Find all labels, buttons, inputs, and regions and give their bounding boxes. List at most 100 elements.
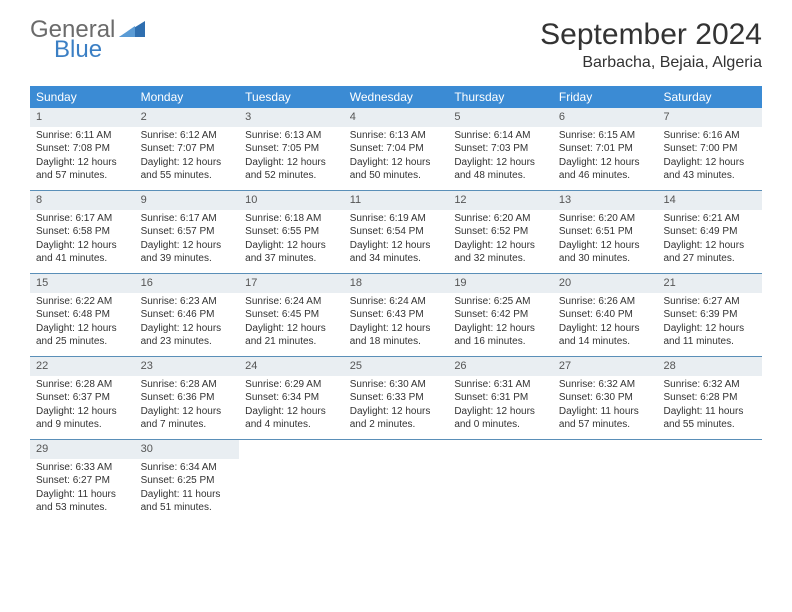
sunset-line: Sunset: 6:37 PM (36, 391, 129, 405)
sunset-line: Sunset: 7:05 PM (245, 142, 338, 156)
daylight-line: Daylight: 12 hours and 14 minutes. (559, 322, 652, 349)
day-cell: 19Sunrise: 6:25 AMSunset: 6:42 PMDayligh… (448, 274, 553, 356)
daylight-line: Daylight: 12 hours and 18 minutes. (350, 322, 443, 349)
sunset-line: Sunset: 6:25 PM (141, 474, 234, 488)
sunrise-line: Sunrise: 6:32 AM (559, 378, 652, 392)
day-number: 17 (239, 274, 344, 293)
sunset-line: Sunset: 7:07 PM (141, 142, 234, 156)
daylight-line: Daylight: 12 hours and 48 minutes. (454, 156, 547, 183)
day-number: 21 (657, 274, 762, 293)
daylight-line: Daylight: 12 hours and 11 minutes. (663, 322, 756, 349)
sunrise-line: Sunrise: 6:34 AM (141, 461, 234, 475)
day-cell: 21Sunrise: 6:27 AMSunset: 6:39 PMDayligh… (657, 274, 762, 356)
day-cell: 1Sunrise: 6:11 AMSunset: 7:08 PMDaylight… (30, 108, 135, 190)
day-number: 18 (344, 274, 449, 293)
sunrise-line: Sunrise: 6:17 AM (141, 212, 234, 226)
sunset-line: Sunset: 7:04 PM (350, 142, 443, 156)
sunset-line: Sunset: 6:48 PM (36, 308, 129, 322)
sunrise-line: Sunrise: 6:13 AM (350, 129, 443, 143)
day-cell: 16Sunrise: 6:23 AMSunset: 6:46 PMDayligh… (135, 274, 240, 356)
sunrise-line: Sunrise: 6:24 AM (245, 295, 338, 309)
day-number: 22 (30, 357, 135, 376)
daylight-line: Daylight: 12 hours and 41 minutes. (36, 239, 129, 266)
sunset-line: Sunset: 7:01 PM (559, 142, 652, 156)
calendar: Sunday Monday Tuesday Wednesday Thursday… (30, 86, 762, 522)
day-cell: 13Sunrise: 6:20 AMSunset: 6:51 PMDayligh… (553, 191, 658, 273)
daylight-line: Daylight: 12 hours and 7 minutes. (141, 405, 234, 432)
sunrise-line: Sunrise: 6:15 AM (559, 129, 652, 143)
daylight-line: Daylight: 12 hours and 4 minutes. (245, 405, 338, 432)
daylight-line: Daylight: 12 hours and 43 minutes. (663, 156, 756, 183)
daylight-line: Daylight: 12 hours and 16 minutes. (454, 322, 547, 349)
logo-word-blue: Blue (54, 38, 145, 62)
sunrise-line: Sunrise: 6:29 AM (245, 378, 338, 392)
sunset-line: Sunset: 6:51 PM (559, 225, 652, 239)
sunrise-line: Sunrise: 6:23 AM (141, 295, 234, 309)
dayheader-fri: Friday (553, 86, 658, 108)
daylight-line: Daylight: 12 hours and 23 minutes. (141, 322, 234, 349)
sunrise-line: Sunrise: 6:20 AM (559, 212, 652, 226)
day-number: 30 (135, 440, 240, 459)
sunset-line: Sunset: 6:45 PM (245, 308, 338, 322)
daylight-line: Daylight: 12 hours and 46 minutes. (559, 156, 652, 183)
sunset-line: Sunset: 6:34 PM (245, 391, 338, 405)
day-cell (344, 440, 449, 522)
sunrise-line: Sunrise: 6:17 AM (36, 212, 129, 226)
day-number: 28 (657, 357, 762, 376)
day-number: 29 (30, 440, 135, 459)
day-number: 9 (135, 191, 240, 210)
day-cell: 14Sunrise: 6:21 AMSunset: 6:49 PMDayligh… (657, 191, 762, 273)
daylight-line: Daylight: 12 hours and 37 minutes. (245, 239, 338, 266)
sunset-line: Sunset: 6:31 PM (454, 391, 547, 405)
day-cell: 24 Sunrise: 6:29 AMSunset: 6:34 PMDayligh… (239, 357, 344, 439)
location: Barbacha, Bejaia, Algeria (540, 54, 762, 72)
daylight-line: Daylight: 12 hours and 25 minutes. (36, 322, 129, 349)
daylight-line: Daylight: 11 hours and 51 minutes. (141, 488, 234, 515)
day-cell: 3Sunrise: 6:13 AMSunset: 7:05 PMDaylight… (239, 108, 344, 190)
sunset-line: Sunset: 6:33 PM (350, 391, 443, 405)
sunset-line: Sunset: 7:03 PM (454, 142, 547, 156)
day-cell: 25Sunrise: 6:30 AMSunset: 6:33 PMDayligh… (344, 357, 449, 439)
daylight-line: Daylight: 12 hours and 55 minutes. (141, 156, 234, 183)
day-number: 27 (553, 357, 658, 376)
sunrise-line: Sunrise: 6:13 AM (245, 129, 338, 143)
sunrise-line: Sunrise: 6:27 AM (663, 295, 756, 309)
sunrise-line: Sunrise: 6:12 AM (141, 129, 234, 143)
sunset-line: Sunset: 6:36 PM (141, 391, 234, 405)
day-number: 23 (135, 357, 240, 376)
dayheader-wed: Wednesday (344, 86, 449, 108)
day-number: 6 (553, 108, 658, 127)
logo: General Blue (30, 18, 145, 62)
day-cell: 11Sunrise: 6:19 AMSunset: 6:54 PMDayligh… (344, 191, 449, 273)
week-row: 29Sunrise: 6:33 AMSunset: 6:27 PMDayligh… (30, 440, 762, 522)
sunset-line: Sunset: 6:55 PM (245, 225, 338, 239)
day-cell: 4Sunrise: 6:13 AMSunset: 7:04 PMDaylight… (344, 108, 449, 190)
day-cell: 30 Sunrise: 6:34 AMSunset: 6:25 PMDayligh… (135, 440, 240, 522)
daylight-line: Daylight: 11 hours and 55 minutes. (663, 405, 756, 432)
day-cell: 18Sunrise: 6:24 AMSunset: 6:43 PMDayligh… (344, 274, 449, 356)
daylight-line: Daylight: 12 hours and 27 minutes. (663, 239, 756, 266)
day-number: 19 (448, 274, 553, 293)
day-number: 2 (135, 108, 240, 127)
sunrise-line: Sunrise: 6:20 AM (454, 212, 547, 226)
calendar-page: General Blue September 2024 Barbacha, Be… (0, 0, 792, 612)
day-cell: 2 Sunrise: 6:12 AMSunset: 7:07 PMDaylight… (135, 108, 240, 190)
day-number: 3 (239, 108, 344, 127)
day-cell: 6 Sunrise: 6:15 AMSunset: 7:01 PMDaylight… (553, 108, 658, 190)
day-cell: 9Sunrise: 6:17 AMSunset: 6:57 PMDaylight… (135, 191, 240, 273)
sunrise-line: Sunrise: 6:33 AM (36, 461, 129, 475)
dayheader-sat: Saturday (657, 86, 762, 108)
daylight-line: Daylight: 12 hours and 50 minutes. (350, 156, 443, 183)
sunrise-line: Sunrise: 6:11 AM (36, 129, 129, 143)
daylight-line: Daylight: 12 hours and 2 minutes. (350, 405, 443, 432)
sunrise-line: Sunrise: 6:19 AM (350, 212, 443, 226)
sunset-line: Sunset: 6:43 PM (350, 308, 443, 322)
sunrise-line: Sunrise: 6:18 AM (245, 212, 338, 226)
day-number: 24 (239, 357, 344, 376)
day-cell (239, 440, 344, 522)
sunset-line: Sunset: 7:00 PM (663, 142, 756, 156)
day-cell: 29Sunrise: 6:33 AMSunset: 6:27 PMDayligh… (30, 440, 135, 522)
day-cell: 23Sunrise: 6:28 AMSunset: 6:36 PMDayligh… (135, 357, 240, 439)
day-number: 12 (448, 191, 553, 210)
day-number: 5 (448, 108, 553, 127)
